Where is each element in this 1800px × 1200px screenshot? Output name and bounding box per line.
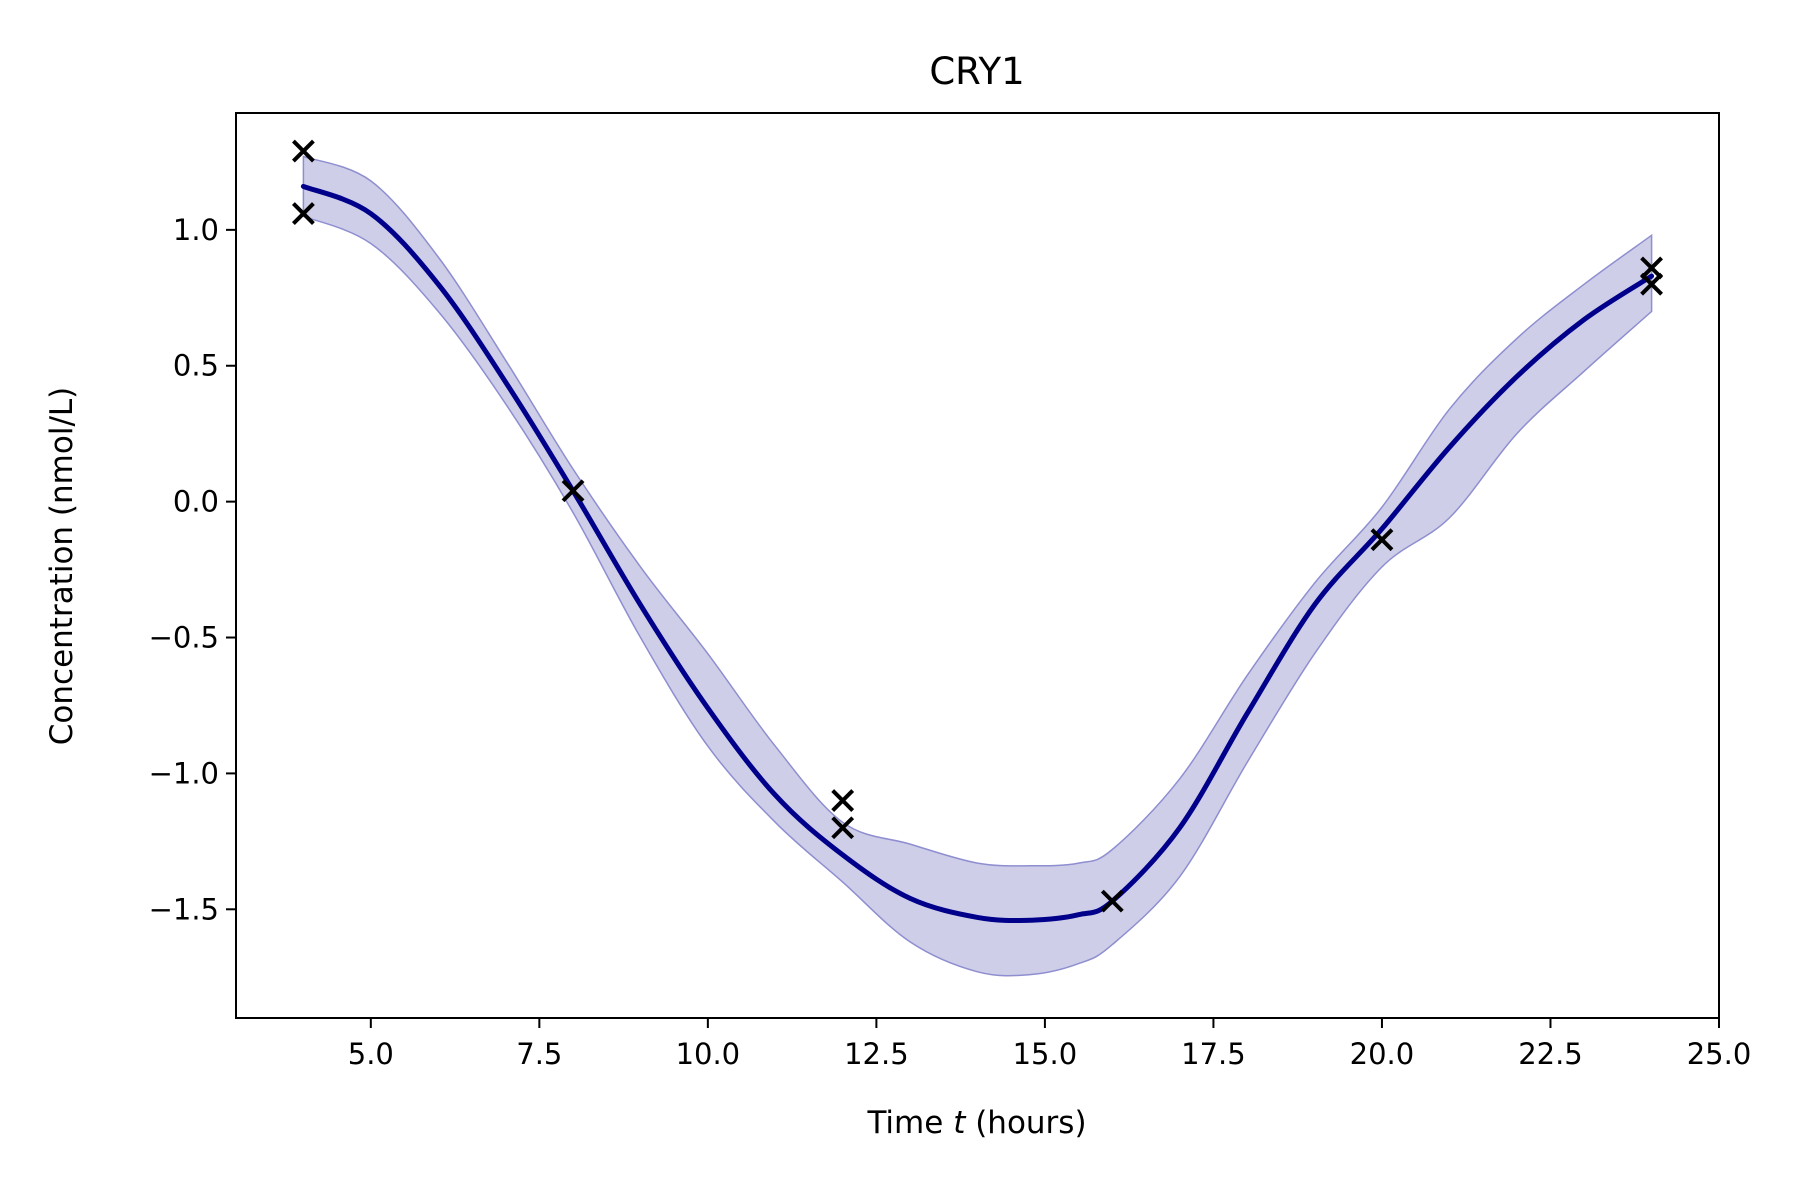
observation-point [831,816,855,840]
plot-frame [235,112,1720,1019]
y-tick-label: −1.5 [149,892,219,926]
observation-point [831,789,855,812]
observation-point [291,139,315,163]
x-tick-label: 17.5 [1181,1037,1246,1071]
y-tick-label: 1.0 [173,213,219,247]
confidence-band-layer [302,155,1653,977]
observation-point [1640,272,1664,296]
x-tick-label: 15.0 [1013,1037,1078,1071]
mean-curve-layer [300,183,1655,923]
y-axis-label: Concentration (nmol/L) [44,387,80,745]
x-axis-label-suffix: (hours) [965,1105,1086,1141]
observation-point [1370,528,1394,552]
observations-layer [291,139,1664,913]
x-tick-label: 22.5 [1518,1037,1583,1071]
confidence-band [302,155,1653,977]
observation-point [291,202,315,225]
x-tick-label: 25.0 [1687,1037,1752,1071]
mean-curve [300,183,1655,923]
observation-point [561,479,585,503]
observation-point [1100,889,1124,913]
x-axis-label-variable: t [953,1105,967,1141]
x-axis-label: Time t (hours) [866,1105,1086,1141]
x-tick-label: 10.0 [676,1037,741,1071]
observation-point [1640,256,1664,280]
x-axis-label-prefix: Time [866,1105,953,1141]
y-tick-label: 0.5 [173,349,219,383]
x-tick-label: 7.5 [516,1037,562,1071]
y-tick-label: 0.0 [173,485,219,519]
x-tick-label: 5.0 [348,1037,394,1071]
y-tick-label: −0.5 [149,621,219,655]
x-axis: 5.0 7.5 10.0 12.5 15.0 17.5 20.0 22.5 25.0 [348,1018,1752,1071]
chart-title: CRY1 [929,50,1024,93]
y-axis: 1.0 0.5 0.0 −0.5 −1.0 −1.5 [149,213,236,926]
y-tick-label: −1.0 [149,756,219,790]
x-tick-label: 12.5 [844,1037,909,1071]
plot-area [235,112,1720,1019]
x-tick-label: 20.0 [1350,1037,1415,1071]
